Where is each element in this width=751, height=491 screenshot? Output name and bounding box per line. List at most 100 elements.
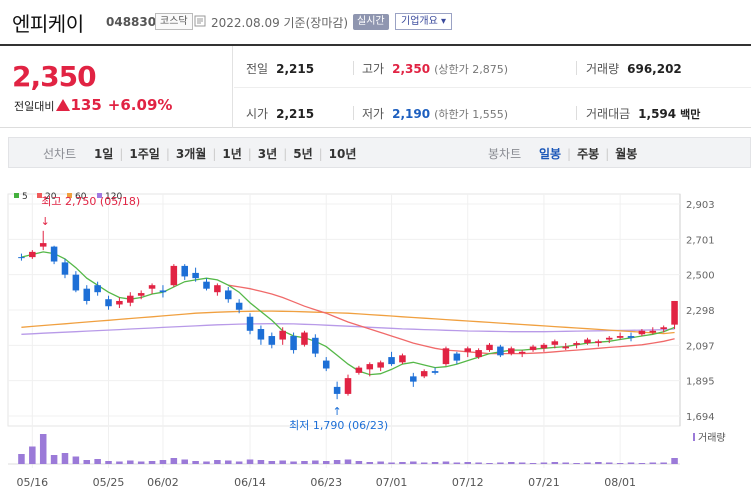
legend-label: 120 — [105, 192, 122, 202]
legend-label: 20 — [45, 192, 57, 202]
volume-bar — [39, 434, 47, 464]
x-tick-label: 05/25 — [93, 476, 125, 489]
volume-bar — [377, 461, 384, 464]
volume: 거래량 696,202 — [586, 60, 682, 77]
candle-body — [344, 378, 352, 394]
volume-bar — [638, 463, 646, 464]
candle-body — [181, 265, 188, 277]
volume-bar — [366, 462, 374, 464]
price-chart[interactable]: 2,903 2,701 2,500 2,298 2,097 1,895 1,694 05/16… — [0, 168, 751, 491]
volume-bar — [181, 459, 188, 464]
volume-bar — [83, 460, 91, 464]
candle-body — [638, 330, 646, 335]
candle-body — [573, 343, 580, 345]
volume-value: 696,202 — [627, 62, 682, 76]
candle-body — [616, 336, 624, 338]
period-3y[interactable]: 3년 — [257, 147, 278, 161]
candle-body — [584, 339, 591, 344]
stock-name: 엔피케이 — [12, 12, 84, 36]
prev-label: 전일 — [246, 62, 269, 76]
volume-bar — [127, 460, 134, 464]
period-1y[interactable]: 1년 — [222, 147, 242, 161]
stock-code: 048830 — [106, 15, 157, 29]
candle-weekly[interactable]: 주봉 — [577, 147, 600, 161]
volume-bar — [410, 461, 417, 464]
volume-bar — [159, 460, 167, 464]
volume-bar — [616, 463, 624, 464]
volume-bar — [388, 462, 395, 464]
legend-label: 60 — [75, 192, 87, 202]
volume-bar — [29, 446, 36, 464]
volume-bar — [486, 463, 493, 464]
candle-body — [235, 302, 243, 310]
candle-body — [453, 353, 461, 361]
realtime-badge[interactable]: 실시간 — [353, 14, 389, 30]
candle-body — [497, 346, 504, 356]
candle-body — [159, 290, 167, 293]
candle-body — [170, 265, 178, 286]
candle-body — [595, 341, 602, 344]
period-1d[interactable]: 1일 — [93, 147, 114, 161]
period-10y[interactable]: 10년 — [328, 147, 357, 161]
candle-body — [312, 337, 319, 354]
volume-bar — [551, 462, 559, 464]
line-chart-label: 선차트 — [43, 147, 77, 161]
x-tick-label: 08/01 — [604, 476, 636, 489]
y-tick-label: 2,903 — [686, 200, 715, 211]
change-value: 135 — [70, 96, 102, 114]
low-price: 저가 2,190 (하한가 1,555) — [362, 105, 508, 122]
volume-bar — [442, 461, 450, 464]
down-arrow-icon: ↓ — [41, 215, 50, 228]
period-1w[interactable]: 1주일 — [129, 147, 160, 161]
amount-value: 1,594 — [638, 107, 677, 121]
volume-bar — [137, 461, 145, 464]
volume-bar — [72, 456, 80, 464]
company-overview-dropdown[interactable]: 기업개요 ▾ — [395, 13, 453, 30]
amount-unit: 백만 — [680, 108, 701, 121]
candle-body — [61, 262, 69, 275]
volume-bar — [660, 462, 667, 464]
candle-body — [148, 285, 156, 289]
candle-body — [431, 371, 439, 373]
trade-amount: 거래대금 1,594 백만 — [586, 105, 700, 122]
candle-body — [518, 351, 526, 354]
period-5y[interactable]: 5년 — [293, 147, 313, 161]
volume-bar — [475, 462, 482, 464]
candle-body — [529, 346, 537, 351]
candle-monthly[interactable]: 월봉 — [615, 147, 638, 161]
ma20-line — [228, 284, 675, 355]
volume-bar — [224, 460, 232, 464]
stock-header: 엔피케이 048830 코스닥 2022.08.09 기준(장마감) 실시간 기… — [0, 0, 751, 45]
candle-body — [671, 300, 678, 325]
high-value: 2,350 — [392, 62, 431, 76]
candle-body — [50, 246, 58, 262]
x-tick-label: 06/23 — [310, 476, 342, 489]
candle-daily[interactable]: 일봉 — [538, 147, 562, 161]
up-arrow-icon: ↑ — [333, 405, 342, 418]
period-3m[interactable]: 3개월 — [175, 147, 207, 161]
candle-body — [551, 341, 559, 345]
row-divider — [234, 87, 751, 88]
volume-bar — [203, 461, 210, 464]
candle-body — [660, 327, 667, 330]
high-label: 고가 — [362, 62, 385, 76]
volume-bar — [573, 463, 580, 464]
candle-body — [410, 376, 417, 382]
candle-body — [562, 346, 569, 349]
base-date: 2022.08.09 기준(장마감) — [211, 16, 349, 30]
candle-body — [268, 336, 276, 345]
volume-bar — [50, 455, 58, 464]
candle-chart-periods: 봉차트 일봉 | 주봉 | 월봉 — [488, 147, 638, 161]
volume-legend-label: 거래량 — [698, 432, 726, 444]
volume-legend-swatch — [693, 433, 695, 441]
legend-swatch — [67, 193, 72, 198]
volume-bar — [344, 459, 352, 464]
volume-bar — [301, 461, 308, 464]
current-price: 2,350 — [12, 60, 97, 93]
x-tick-label: 07/21 — [528, 476, 560, 489]
volume-bar — [170, 458, 178, 464]
candle-body — [442, 348, 450, 365]
candle-body — [214, 285, 221, 293]
candle-body — [605, 337, 613, 340]
divider — [576, 61, 577, 75]
